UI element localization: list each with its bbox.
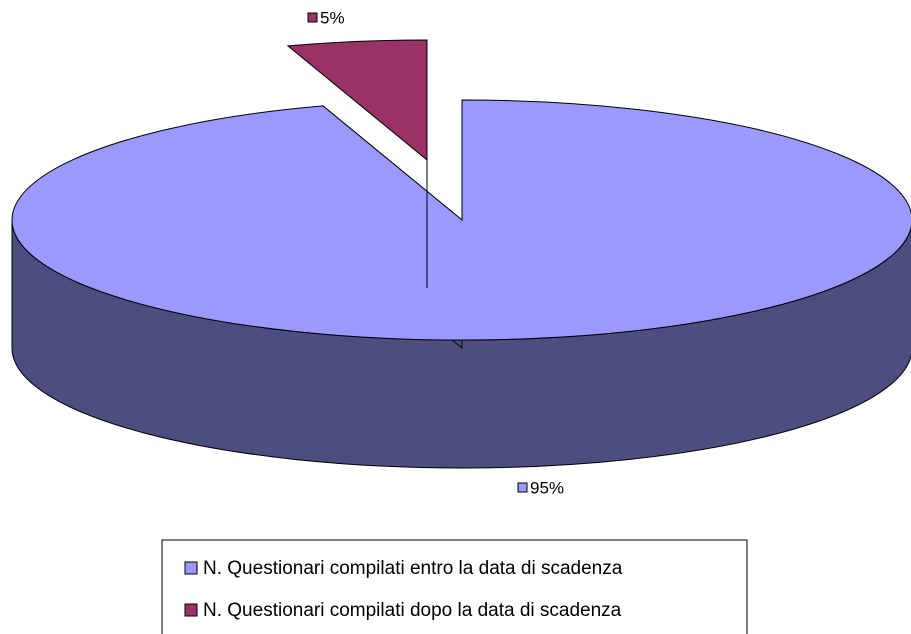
legend-swatch [184,561,198,575]
legend-label: N. Questionari compilati entro la data d… [203,558,623,579]
slice [286,39,428,162]
slice [11,99,911,341]
data-label: 95% [530,478,564,497]
label-swatch [307,12,318,23]
data-label: 5% [320,8,345,27]
label-swatch [517,482,528,493]
legend-swatch [184,603,198,617]
legend-label: N. Questionari compilati dopo la data di… [203,600,622,621]
legend-box [161,539,748,634]
